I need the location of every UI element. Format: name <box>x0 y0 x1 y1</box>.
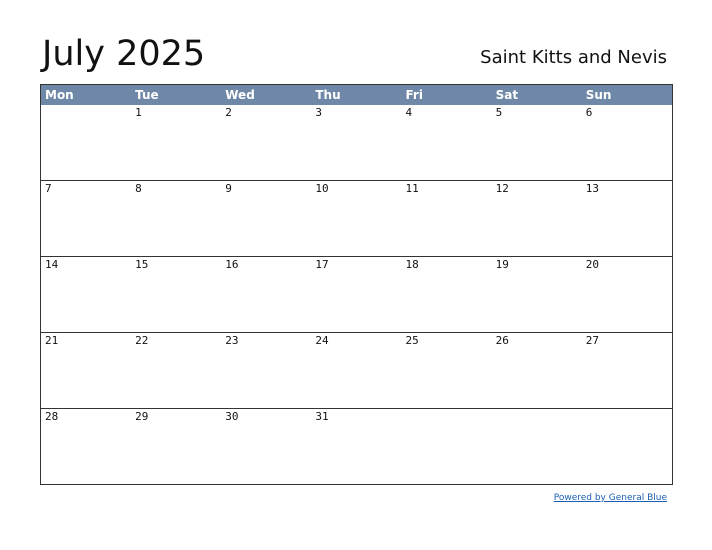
day-cell: 13 <box>585 182 599 195</box>
day-cell: 30 <box>225 410 239 423</box>
day-cell <box>582 409 672 484</box>
day-cell <box>492 409 582 484</box>
weekday-header-row: Mon Tue Wed Thu Fri Sat Sun <box>41 85 672 105</box>
day-cell: 27 <box>585 334 599 347</box>
day-cell: 14 <box>45 258 59 271</box>
day-cell: 8 <box>135 182 142 195</box>
country-name: Saint Kitts and Nevis <box>480 47 667 68</box>
day-cell: 22 <box>135 334 149 347</box>
weekday-wed: Wed <box>225 88 255 102</box>
day-cell: 6 <box>585 106 593 119</box>
day-cell: 28 <box>45 410 59 423</box>
day-cell: 12 <box>495 182 509 195</box>
day-cell: 19 <box>495 258 509 271</box>
day-cell: 16 <box>225 258 239 271</box>
day-cell: 15 <box>135 258 149 271</box>
day-cell: 3 <box>315 106 322 119</box>
day-cell: 18 <box>405 258 419 271</box>
week-row: 1 2 3 4 5 6 <box>41 105 672 180</box>
day-cell: 31 <box>315 410 329 423</box>
weekday-mon: Mon <box>45 88 74 102</box>
calendar-title: July 2025 <box>42 34 206 74</box>
weekday-sat: Sat <box>495 88 519 102</box>
day-cell: 5 <box>495 106 503 119</box>
day-cell: 9 <box>225 182 232 195</box>
weekday-thu: Thu <box>315 88 341 102</box>
week-row: 21 22 23 24 25 26 27 <box>41 332 672 408</box>
weekday-sun: Sun <box>585 88 612 102</box>
day-cell <box>402 409 492 484</box>
day-cell: 17 <box>315 258 329 271</box>
powered-by-link[interactable]: Powered by General Blue <box>553 493 667 503</box>
week-row: 7 8 9 10 11 12 13 <box>41 180 672 256</box>
day-cell: 2 <box>225 106 232 119</box>
weekday-fri: Fri <box>405 88 423 102</box>
day-cell: 24 <box>315 334 329 347</box>
day-cell: 1 <box>135 106 142 119</box>
day-cell <box>41 105 131 180</box>
weekday-tue: Tue <box>135 88 159 102</box>
day-cell: 26 <box>495 334 509 347</box>
day-cell: 29 <box>135 410 149 423</box>
day-cell: 25 <box>405 334 419 347</box>
day-cell: 20 <box>585 258 599 271</box>
day-cell: 7 <box>45 182 52 195</box>
calendar-grid: Mon Tue Wed Thu Fri Sat Sun 1 2 3 4 5 6 … <box>40 84 673 485</box>
day-cell: 11 <box>405 182 419 195</box>
day-cell: 10 <box>315 182 329 195</box>
day-cell: 23 <box>225 334 239 347</box>
week-row: 14 15 16 17 18 19 20 <box>41 256 672 332</box>
day-cell: 21 <box>45 334 59 347</box>
week-row: 28 29 30 31 <box>41 408 672 484</box>
day-cell: 4 <box>405 106 413 119</box>
